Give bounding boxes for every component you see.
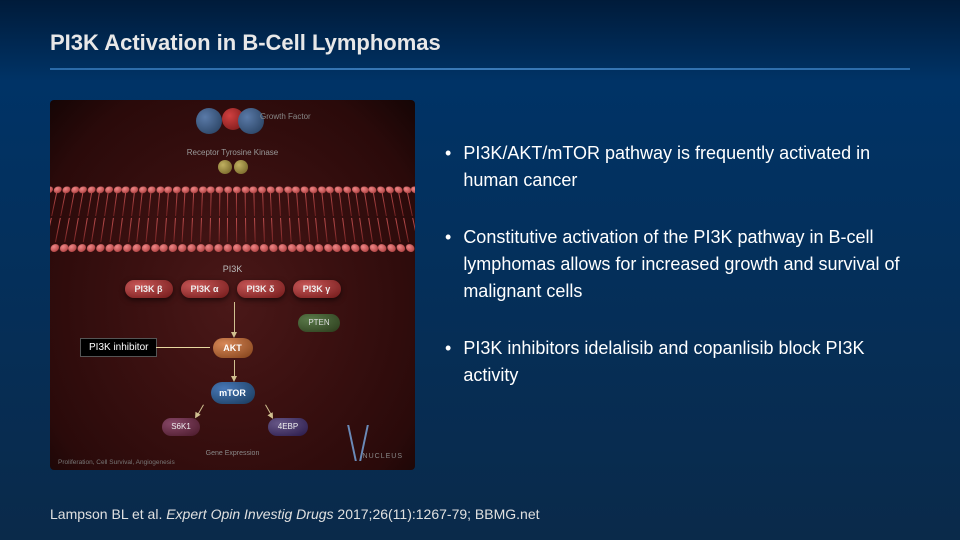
pathway-diagram: Growth Factor Receptor Tyrosine Kinase P… bbox=[50, 100, 415, 470]
bullet-item: • Constitutive activation of the PI3K pa… bbox=[445, 224, 910, 305]
diagram-caption: Proliferation, Cell Survival, Angiogenes… bbox=[58, 459, 175, 466]
pi3k-beta-node: PI3K β bbox=[125, 280, 173, 298]
receptor-icon bbox=[218, 160, 248, 174]
s6k1-node: S6K1 bbox=[162, 418, 200, 436]
growth-factor-spheres bbox=[202, 108, 264, 134]
akt-node: AKT bbox=[213, 338, 253, 358]
arrow-icon bbox=[234, 302, 235, 334]
bullet-dot-icon: • bbox=[445, 335, 451, 389]
bullet-list: • PI3K/AKT/mTOR pathway is frequently ac… bbox=[445, 140, 910, 389]
pten-node: PTEN bbox=[298, 314, 340, 332]
bullet-item: • PI3K/AKT/mTOR pathway is frequently ac… bbox=[445, 140, 910, 194]
nucleus-label: NUCLEUS bbox=[363, 453, 403, 460]
bullet-text: Constitutive activation of the PI3K path… bbox=[463, 224, 910, 305]
e4ebp-node: 4EBP bbox=[268, 418, 308, 436]
gene-expression-label: Gene Expression bbox=[206, 450, 260, 457]
pi3k-delta-node: PI3K δ bbox=[237, 280, 285, 298]
pi3k-isoforms: PI3K β PI3K α PI3K δ PI3K γ bbox=[50, 280, 415, 298]
bullet-text: PI3K/AKT/mTOR pathway is frequently acti… bbox=[463, 140, 910, 194]
bullet-text: PI3K inhibitors idelalisib and copanlisi… bbox=[463, 335, 910, 389]
arrow-icon bbox=[265, 405, 272, 416]
bullet-dot-icon: • bbox=[445, 140, 451, 194]
citation-authors: Lampson BL et al. bbox=[50, 506, 162, 522]
pi3k-alpha-node: PI3K α bbox=[181, 280, 229, 298]
bullet-dot-icon: • bbox=[445, 224, 451, 305]
citation-journal: Expert Opin Investig Drugs bbox=[166, 506, 333, 522]
slide-title: PI3K Activation in B-Cell Lymphomas bbox=[50, 30, 441, 56]
citation: Lampson BL et al. Expert Opin Investig D… bbox=[50, 506, 540, 522]
arrow-icon bbox=[234, 360, 235, 378]
bullet-item: • PI3K inhibitors idelalisib and copanli… bbox=[445, 335, 910, 389]
pi3k-label: PI3K bbox=[223, 264, 243, 274]
mtor-node: mTOR bbox=[211, 382, 255, 404]
sphere-icon bbox=[196, 108, 222, 134]
arrow-icon bbox=[197, 405, 204, 416]
rtk-label: Receptor Tyrosine Kinase bbox=[187, 148, 278, 157]
growth-factor-label: Growth Factor bbox=[260, 112, 311, 121]
cell-membrane bbox=[50, 186, 415, 250]
title-divider bbox=[50, 68, 910, 70]
inhibitor-line bbox=[156, 347, 210, 348]
pi3k-gamma-node: PI3K γ bbox=[293, 280, 341, 298]
citation-rest: 2017;26(11):1267-79; BBMG.net bbox=[334, 506, 540, 522]
inhibitor-callout: PI3K inhibitor bbox=[80, 338, 157, 357]
